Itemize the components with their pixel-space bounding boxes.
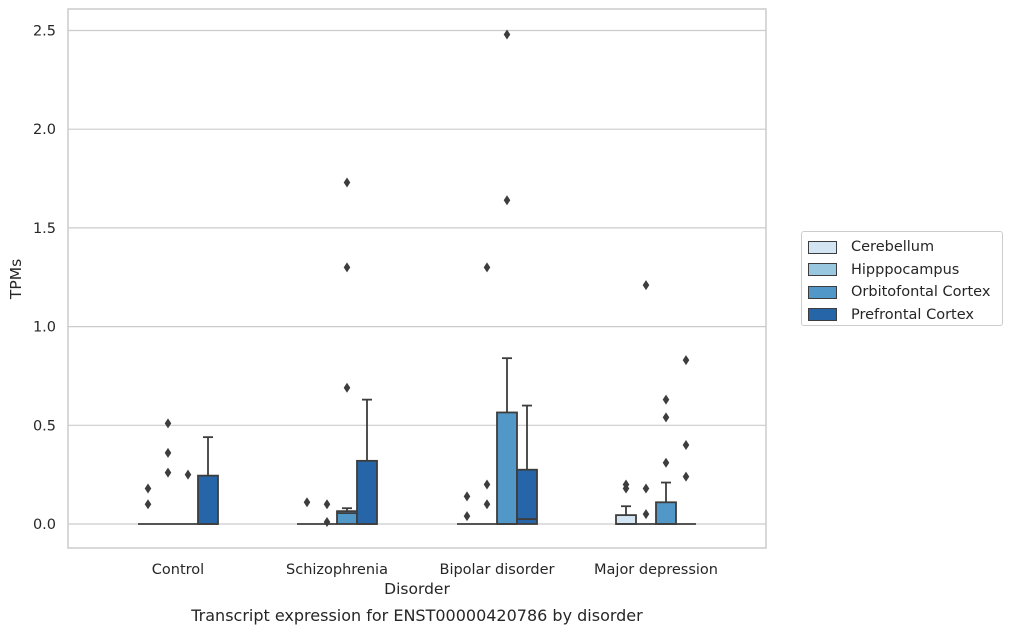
- outlier-point: [323, 499, 331, 510]
- outlier-point: [483, 499, 491, 510]
- outlier-point: [323, 517, 331, 528]
- outlier-point: [463, 491, 471, 502]
- outlier-point: [343, 177, 351, 188]
- outlier-point: [483, 262, 491, 273]
- outlier-point: [642, 280, 650, 291]
- box-body: [655, 501, 677, 525]
- outlier-point: [662, 457, 670, 468]
- outlier-point: [144, 483, 152, 494]
- legend-swatch: [808, 308, 837, 322]
- legend-swatch: [808, 285, 837, 299]
- legend-item: Prefrontal Cortex: [808, 304, 1002, 327]
- box-body: [615, 514, 637, 525]
- legend-item: Orbitofontal Cortex: [808, 281, 1002, 304]
- legend: Cerebellum Hipppocampus Orbitofontal Cor…: [801, 231, 1003, 326]
- x-tick-labels: Control Schizophrenia Bipolar disorder Majo…: [152, 562, 718, 578]
- legend-label: Hipppocampus: [851, 261, 960, 278]
- box-body: [197, 474, 219, 525]
- outlier-point: [682, 355, 690, 366]
- outlier-point: [164, 467, 172, 478]
- outlier-point: [642, 509, 650, 520]
- legend-label: Orbitofontal Cortex: [851, 284, 991, 301]
- outliers: [144, 29, 690, 528]
- outlier-point: [463, 511, 471, 522]
- legend-swatch: [808, 263, 837, 277]
- box-orbitofontal-cortex: [655, 481, 677, 525]
- outlier-point: [503, 195, 511, 206]
- box-orbitofontal-cortex: [336, 507, 358, 525]
- x-axis-label: Disorder: [384, 580, 450, 598]
- y-tick-label: 2.0: [33, 122, 56, 138]
- outlier-point: [164, 447, 172, 458]
- outlier-point: [662, 412, 670, 423]
- legend-item: Cerebellum: [808, 236, 1002, 259]
- legend-swatch: [808, 240, 837, 254]
- x-tick-label: Bipolar disorder: [440, 562, 555, 578]
- y-tick-label: 0.5: [33, 418, 56, 434]
- x-tick-label: Major depression: [594, 562, 718, 578]
- outlier-point: [343, 382, 351, 393]
- boxes: [138, 357, 696, 525]
- outlier-point: [642, 483, 650, 494]
- legend-label: Prefrontal Cortex: [851, 306, 974, 323]
- box-body: [356, 459, 378, 525]
- outlier-point: [303, 497, 311, 508]
- box-prefrontal-cortex: [197, 436, 219, 525]
- outlier-point: [503, 29, 511, 40]
- y-axis-label: TPMs: [7, 259, 25, 300]
- legend-label: Cerebellum: [851, 239, 935, 256]
- gridlines: [68, 29, 766, 525]
- y-tick-labels: 0.0 0.5 1.0 1.5 2.0 2.5: [33, 24, 56, 534]
- legend-item: Hipppocampus: [808, 259, 1002, 282]
- outlier-point: [682, 440, 690, 451]
- y-tick-label: 1.5: [33, 221, 56, 237]
- y-tick-label: 2.5: [33, 24, 56, 40]
- outlier-point: [622, 479, 630, 490]
- outlier-point: [343, 262, 351, 273]
- outlier-point: [682, 471, 690, 482]
- outlier-point: [164, 418, 172, 429]
- x-tick-label: Schizophrenia: [286, 562, 388, 578]
- outlier-point: [483, 479, 491, 490]
- box-prefrontal-cortex: [516, 404, 538, 525]
- y-tick-label: 0.0: [33, 517, 56, 533]
- box-body: [496, 411, 518, 525]
- box-prefrontal-cortex: [356, 398, 378, 525]
- x-tick-label: Control: [152, 562, 204, 578]
- box-body: [516, 468, 538, 525]
- outlier-point: [662, 394, 670, 405]
- figure-caption: Transcript expression for ENST0000042078…: [191, 606, 643, 625]
- plot-frame: [67, 8, 767, 549]
- outlier-point: [184, 469, 192, 480]
- y-tick-label: 1.0: [33, 320, 56, 336]
- box-orbitofontal-cortex: [496, 357, 518, 525]
- box-cerebellum: [615, 505, 637, 525]
- outlier-point: [144, 499, 152, 510]
